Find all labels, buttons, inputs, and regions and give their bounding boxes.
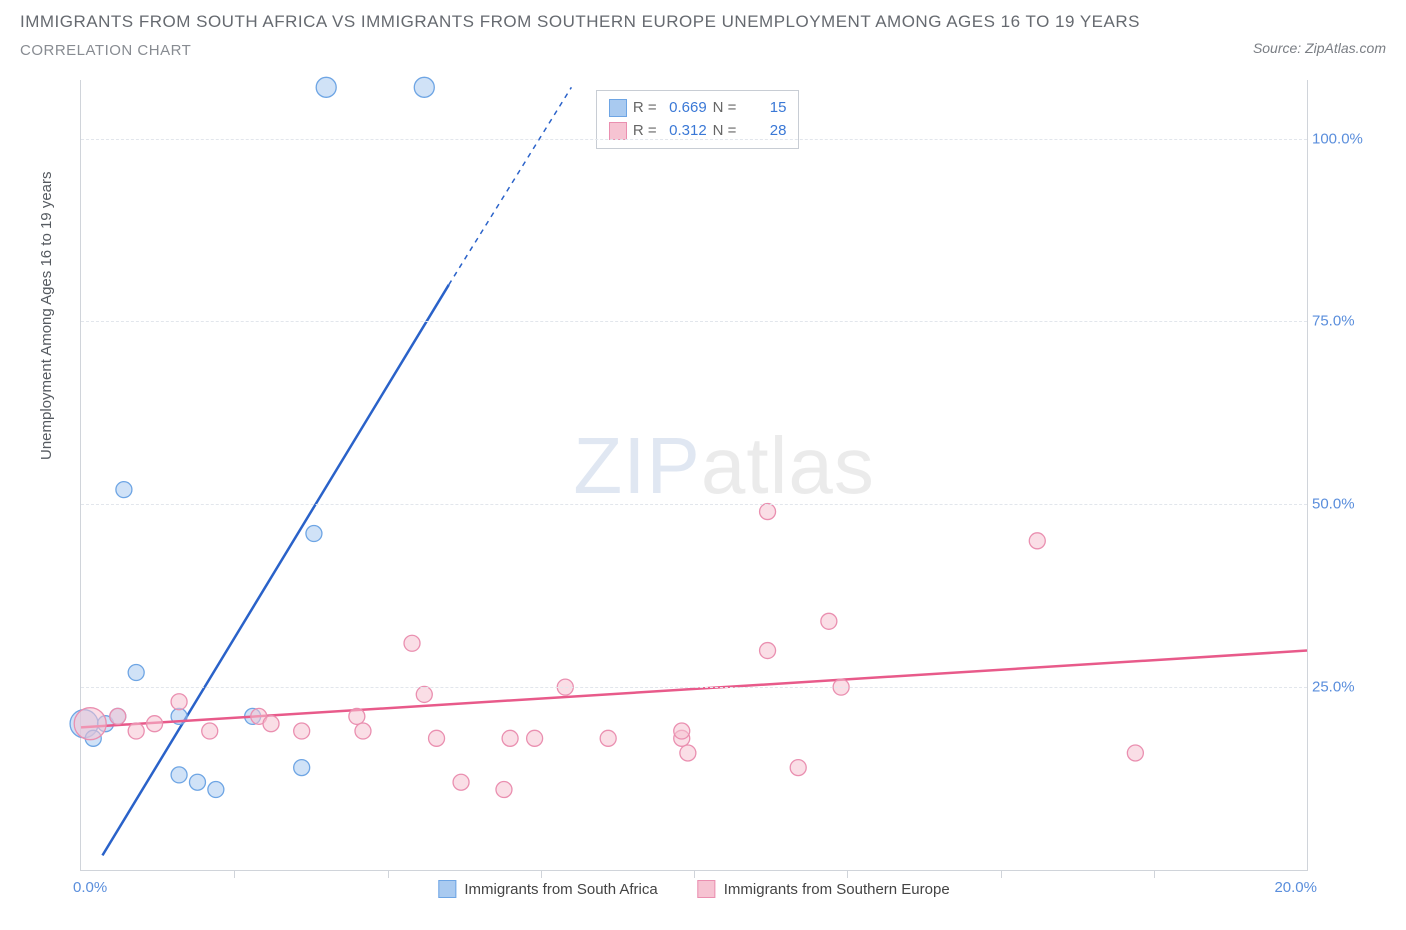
x-axis-min-label: 0.0% xyxy=(73,879,107,896)
data-point-southern_europe xyxy=(416,686,432,702)
data-point-southern_europe xyxy=(404,635,420,651)
data-point-southern_europe xyxy=(1127,745,1143,761)
data-point-south_africa xyxy=(306,526,322,542)
series-legend: Immigrants from South Africa Immigrants … xyxy=(438,880,949,898)
data-point-southern_europe xyxy=(680,745,696,761)
data-point-southern_europe xyxy=(263,716,279,732)
legend-label-se: Immigrants from Southern Europe xyxy=(724,881,950,898)
x-tick xyxy=(694,870,695,878)
data-point-southern_europe xyxy=(128,723,144,739)
r-label-sa: R = xyxy=(633,97,657,120)
data-point-south_africa xyxy=(294,760,310,776)
data-point-south_africa xyxy=(414,77,434,97)
chart-subtitle: CORRELATION CHART xyxy=(20,42,191,59)
data-point-southern_europe xyxy=(147,716,163,732)
trend-line-dashed-south_africa xyxy=(449,87,572,285)
correlation-legend: R = 0.669 N = 15 R = 0.312 N = 28 xyxy=(596,90,800,149)
data-point-southern_europe xyxy=(355,723,371,739)
data-point-southern_europe xyxy=(760,643,776,659)
x-tick xyxy=(234,870,235,878)
n-value-sa: 15 xyxy=(742,97,786,120)
data-point-south_africa xyxy=(171,767,187,783)
y-tick-label: 100.0% xyxy=(1312,130,1367,147)
data-point-south_africa xyxy=(189,774,205,790)
data-point-southern_europe xyxy=(110,708,126,724)
gridline xyxy=(81,139,1307,140)
chart-svg xyxy=(81,80,1307,870)
gridline xyxy=(81,321,1307,322)
plot-area: ZIPatlas R = 0.669 N = 15 R = 0.312 N = … xyxy=(80,80,1308,871)
x-axis-max-label: 20.0% xyxy=(1274,879,1317,896)
gridline xyxy=(81,687,1307,688)
data-point-southern_europe xyxy=(202,723,218,739)
data-point-south_africa xyxy=(208,782,224,798)
data-point-southern_europe xyxy=(74,708,106,740)
swatch-icon-se xyxy=(698,880,716,898)
data-point-southern_europe xyxy=(600,730,616,746)
swatch-sa xyxy=(609,99,627,117)
r-value-sa: 0.669 xyxy=(663,97,707,120)
x-tick xyxy=(541,870,542,878)
data-point-southern_europe xyxy=(294,723,310,739)
y-tick-label: 50.0% xyxy=(1312,496,1367,513)
x-tick xyxy=(847,870,848,878)
trend-line-south_africa xyxy=(102,285,448,856)
y-axis-label: Unemployment Among Ages 16 to 19 years xyxy=(38,171,55,460)
source-attribution: Source: ZipAtlas.com xyxy=(1253,40,1386,56)
data-point-southern_europe xyxy=(502,730,518,746)
legend-item-se: Immigrants from Southern Europe xyxy=(698,880,950,898)
x-tick xyxy=(1001,870,1002,878)
data-point-southern_europe xyxy=(171,694,187,710)
data-point-south_africa xyxy=(316,77,336,97)
x-tick xyxy=(388,870,389,878)
swatch-se xyxy=(609,122,627,140)
data-point-southern_europe xyxy=(674,723,690,739)
n-label-sa: N = xyxy=(713,97,737,120)
data-point-southern_europe xyxy=(527,730,543,746)
data-point-southern_europe xyxy=(760,504,776,520)
legend-item-sa: Immigrants from South Africa xyxy=(438,880,657,898)
data-point-southern_europe xyxy=(429,730,445,746)
data-point-south_africa xyxy=(116,482,132,498)
legend-label-sa: Immigrants from South Africa xyxy=(464,881,657,898)
chart-title: IMMIGRANTS FROM SOUTH AFRICA VS IMMIGRAN… xyxy=(20,12,1140,32)
data-point-southern_europe xyxy=(821,613,837,629)
legend-row-sa: R = 0.669 N = 15 xyxy=(609,97,787,120)
data-point-southern_europe xyxy=(496,782,512,798)
y-tick-label: 75.0% xyxy=(1312,313,1367,330)
x-tick xyxy=(1154,870,1155,878)
data-point-southern_europe xyxy=(790,760,806,776)
data-point-south_africa xyxy=(128,665,144,681)
y-tick-label: 25.0% xyxy=(1312,679,1367,696)
swatch-icon-sa xyxy=(438,880,456,898)
data-point-southern_europe xyxy=(349,708,365,724)
data-point-southern_europe xyxy=(1029,533,1045,549)
data-point-southern_europe xyxy=(453,774,469,790)
gridline xyxy=(81,504,1307,505)
